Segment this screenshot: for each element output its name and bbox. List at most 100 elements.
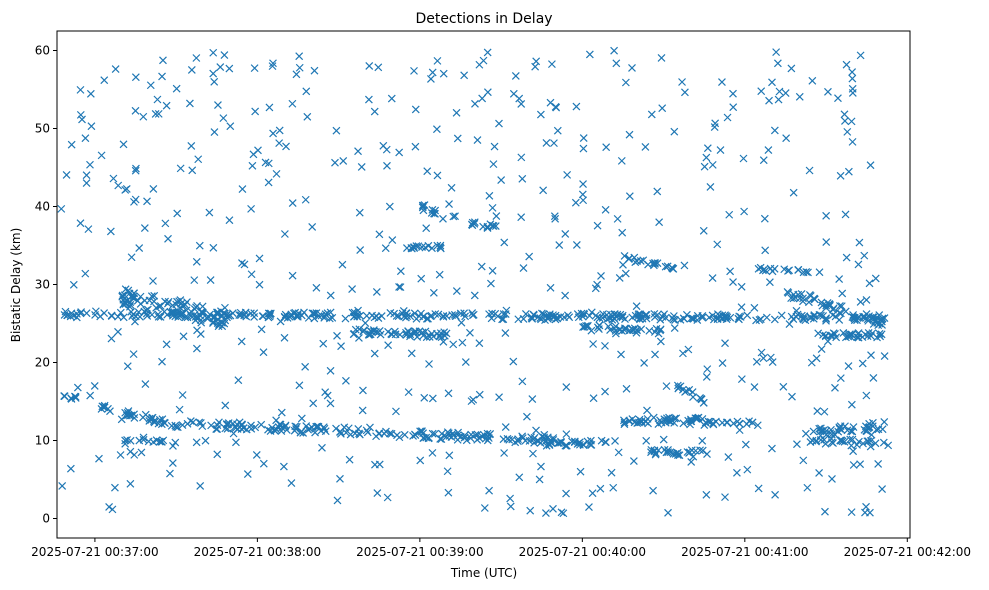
- data-point: [195, 241, 204, 250]
- data-point: [632, 302, 641, 311]
- data-point: [799, 456, 808, 465]
- data-point: [396, 267, 405, 276]
- data-point: [517, 153, 526, 162]
- data-point: [425, 360, 433, 368]
- data-point: [547, 60, 556, 69]
- data-point: [652, 324, 661, 333]
- data-point: [72, 313, 81, 322]
- data-point: [620, 420, 629, 429]
- data-point: [501, 329, 510, 337]
- data-point: [168, 311, 177, 320]
- data-point: [559, 509, 568, 518]
- data-point: [580, 310, 589, 319]
- y-tick-label: 20: [35, 356, 50, 370]
- data-point: [837, 302, 846, 311]
- data-point: [299, 428, 308, 437]
- data-point: [636, 310, 644, 318]
- data-point: [152, 303, 161, 312]
- data-point: [257, 325, 266, 334]
- data-point: [529, 449, 537, 458]
- data-point: [594, 325, 603, 333]
- data-point: [209, 48, 218, 57]
- data-point: [860, 251, 869, 260]
- data-point: [849, 311, 858, 319]
- data-point: [341, 314, 350, 323]
- data-point: [789, 294, 798, 303]
- data-point: [449, 212, 458, 221]
- data-point: [357, 163, 366, 171]
- data-point: [641, 417, 650, 426]
- data-point: [301, 195, 310, 204]
- data-point: [556, 313, 565, 321]
- data-point: [549, 313, 558, 321]
- data-point: [333, 331, 341, 340]
- data-point: [109, 174, 118, 183]
- data-point: [836, 422, 845, 431]
- data-point: [436, 241, 445, 250]
- data-point: [572, 241, 581, 249]
- data-point: [541, 316, 549, 325]
- data-point: [411, 105, 420, 114]
- data-point: [848, 89, 857, 97]
- data-point: [551, 214, 560, 223]
- data-point: [759, 156, 768, 165]
- data-point: [58, 481, 67, 490]
- data-point: [435, 270, 444, 279]
- data-point: [597, 271, 605, 280]
- data-point: [257, 420, 266, 429]
- data-point: [828, 475, 836, 483]
- data-point: [617, 156, 626, 165]
- data-point: [216, 63, 225, 72]
- data-point: [634, 310, 643, 319]
- data-point: [702, 373, 711, 381]
- data-point: [490, 142, 499, 151]
- data-point: [193, 326, 201, 335]
- data-point: [288, 199, 297, 207]
- data-point: [349, 312, 358, 321]
- data-point: [192, 54, 201, 62]
- data-point: [597, 436, 606, 445]
- data-point: [169, 442, 177, 450]
- data-point: [517, 100, 526, 108]
- data-point: [346, 430, 355, 439]
- data-point: [815, 424, 824, 433]
- data-point: [574, 313, 583, 322]
- data-point: [173, 297, 181, 306]
- data-point: [312, 283, 321, 292]
- data-point: [568, 437, 576, 446]
- data-point: [406, 312, 415, 321]
- data-point: [589, 340, 598, 348]
- data-point: [173, 209, 182, 218]
- data-point: [729, 103, 738, 112]
- data-point: [630, 418, 639, 427]
- data-point: [442, 329, 451, 338]
- data-point: [305, 424, 314, 433]
- x-tick-label: 2025-07-21 00:42:00: [844, 545, 971, 559]
- data-point: [836, 374, 845, 383]
- data-point: [428, 68, 437, 77]
- data-point: [461, 358, 470, 367]
- data-point: [768, 78, 776, 87]
- data-point: [404, 388, 413, 397]
- data-point: [157, 437, 166, 446]
- data-point: [265, 312, 274, 321]
- data-point: [743, 311, 752, 320]
- data-point: [429, 288, 438, 297]
- data-point: [326, 366, 335, 375]
- data-point: [131, 73, 140, 82]
- data-point: [836, 171, 845, 180]
- data-point: [373, 489, 382, 497]
- data-point: [642, 436, 651, 445]
- data-point: [676, 382, 685, 391]
- data-point: [625, 192, 634, 201]
- data-point: [395, 148, 404, 157]
- data-point: [649, 413, 658, 422]
- data-point: [854, 260, 863, 269]
- data-point: [460, 71, 469, 80]
- data-point: [444, 488, 453, 497]
- data-point: [237, 337, 246, 346]
- data-point: [812, 354, 821, 363]
- data-point: [722, 418, 731, 427]
- data-point: [345, 455, 354, 464]
